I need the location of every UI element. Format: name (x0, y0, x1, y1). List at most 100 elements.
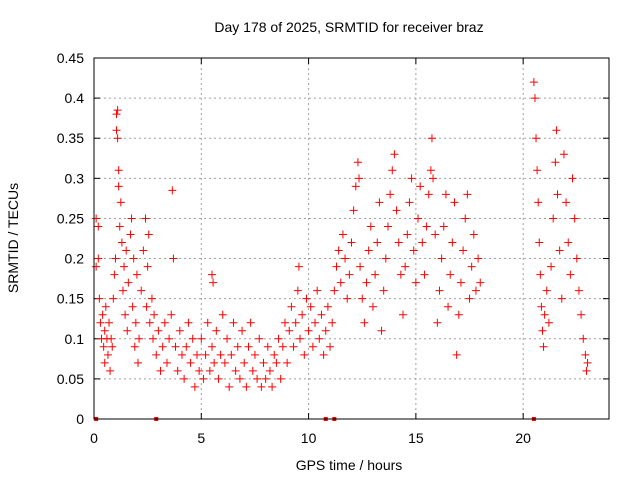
data-point (564, 238, 573, 247)
data-point (94, 254, 103, 263)
data-point (257, 382, 266, 391)
data-point (559, 150, 568, 159)
data-point (100, 326, 109, 335)
data-point (208, 270, 217, 279)
data-point (287, 302, 296, 311)
data-point (308, 342, 317, 351)
data-point (435, 286, 444, 295)
data-point (405, 198, 414, 207)
data-point (538, 326, 547, 335)
data-point (114, 182, 123, 191)
data-point (165, 334, 174, 343)
data-point (205, 366, 214, 375)
y-tick-label: 0 (76, 411, 84, 427)
x-tick-label: 10 (301, 430, 317, 446)
data-point (551, 158, 560, 167)
data-point (265, 366, 274, 375)
data-point (459, 246, 468, 255)
data-point (463, 190, 472, 199)
data-point (92, 214, 101, 223)
data-point (259, 358, 268, 367)
data-point (536, 270, 545, 279)
data-point (227, 350, 236, 359)
data-point (123, 326, 132, 335)
data-point (336, 278, 345, 287)
y-tick-label: 0.05 (57, 371, 84, 387)
data-point (431, 230, 440, 239)
data-point (452, 350, 461, 359)
data-point (248, 366, 257, 375)
y-tick-label: 0.1 (65, 331, 85, 347)
data-point (199, 374, 208, 383)
data-point (368, 302, 377, 311)
x-tick-label: 0 (90, 430, 98, 446)
data-point (293, 286, 302, 295)
data-point (311, 318, 320, 327)
data-point (162, 358, 171, 367)
data-point (167, 310, 176, 319)
data-point (583, 358, 592, 367)
chart-title: Day 178 of 2025, SRMTID for receiver bra… (214, 19, 483, 35)
data-point (128, 302, 137, 311)
data-point (116, 198, 125, 207)
data-point (139, 246, 148, 255)
data-point (474, 254, 483, 263)
data-point (302, 294, 311, 303)
data-point (356, 262, 365, 271)
data-point (250, 350, 259, 359)
data-point (456, 278, 465, 287)
x-tick-label: 15 (408, 430, 424, 446)
data-point (345, 270, 354, 279)
data-point (568, 174, 577, 183)
data-point (188, 334, 197, 343)
x-tick-label: 20 (515, 430, 531, 446)
data-point (371, 270, 380, 279)
data-point (326, 342, 335, 351)
data-point (321, 326, 330, 335)
data-point (114, 166, 123, 175)
data-point (96, 318, 105, 327)
data-point (394, 238, 403, 247)
data-point (103, 350, 112, 359)
data-point (364, 246, 373, 255)
data-point (461, 214, 470, 223)
data-point (328, 318, 337, 327)
data-point (129, 254, 138, 263)
data-point (448, 238, 457, 247)
data-point (409, 246, 418, 255)
data-point (156, 366, 165, 375)
data-point (306, 302, 315, 311)
data-point (426, 166, 435, 175)
data-point (388, 166, 397, 175)
data-point (216, 350, 225, 359)
data-point (530, 94, 539, 103)
data-point (117, 238, 126, 247)
data-point (347, 238, 356, 247)
data-point (469, 230, 478, 239)
data-point (121, 310, 130, 319)
data-point (566, 270, 575, 279)
data-point (471, 286, 480, 295)
data-point (229, 318, 238, 327)
data-point (180, 374, 189, 383)
data-point (98, 310, 107, 319)
y-axis-title: SRMTID / TECUs (5, 183, 21, 293)
data-point (276, 374, 285, 383)
data-point (171, 342, 180, 351)
data-point (444, 302, 453, 311)
data-point (111, 254, 120, 263)
data-point (562, 198, 571, 207)
data-point (334, 246, 343, 255)
data-point (145, 318, 154, 327)
data-point (549, 214, 558, 223)
data-point (330, 286, 339, 295)
data-points (92, 78, 592, 421)
data-point (255, 334, 264, 343)
data-point (540, 310, 549, 319)
data-point (261, 374, 270, 383)
data-point (280, 318, 289, 327)
data-point (570, 214, 579, 223)
data-point (289, 342, 298, 351)
data-point (203, 318, 212, 327)
data-point (263, 342, 272, 351)
